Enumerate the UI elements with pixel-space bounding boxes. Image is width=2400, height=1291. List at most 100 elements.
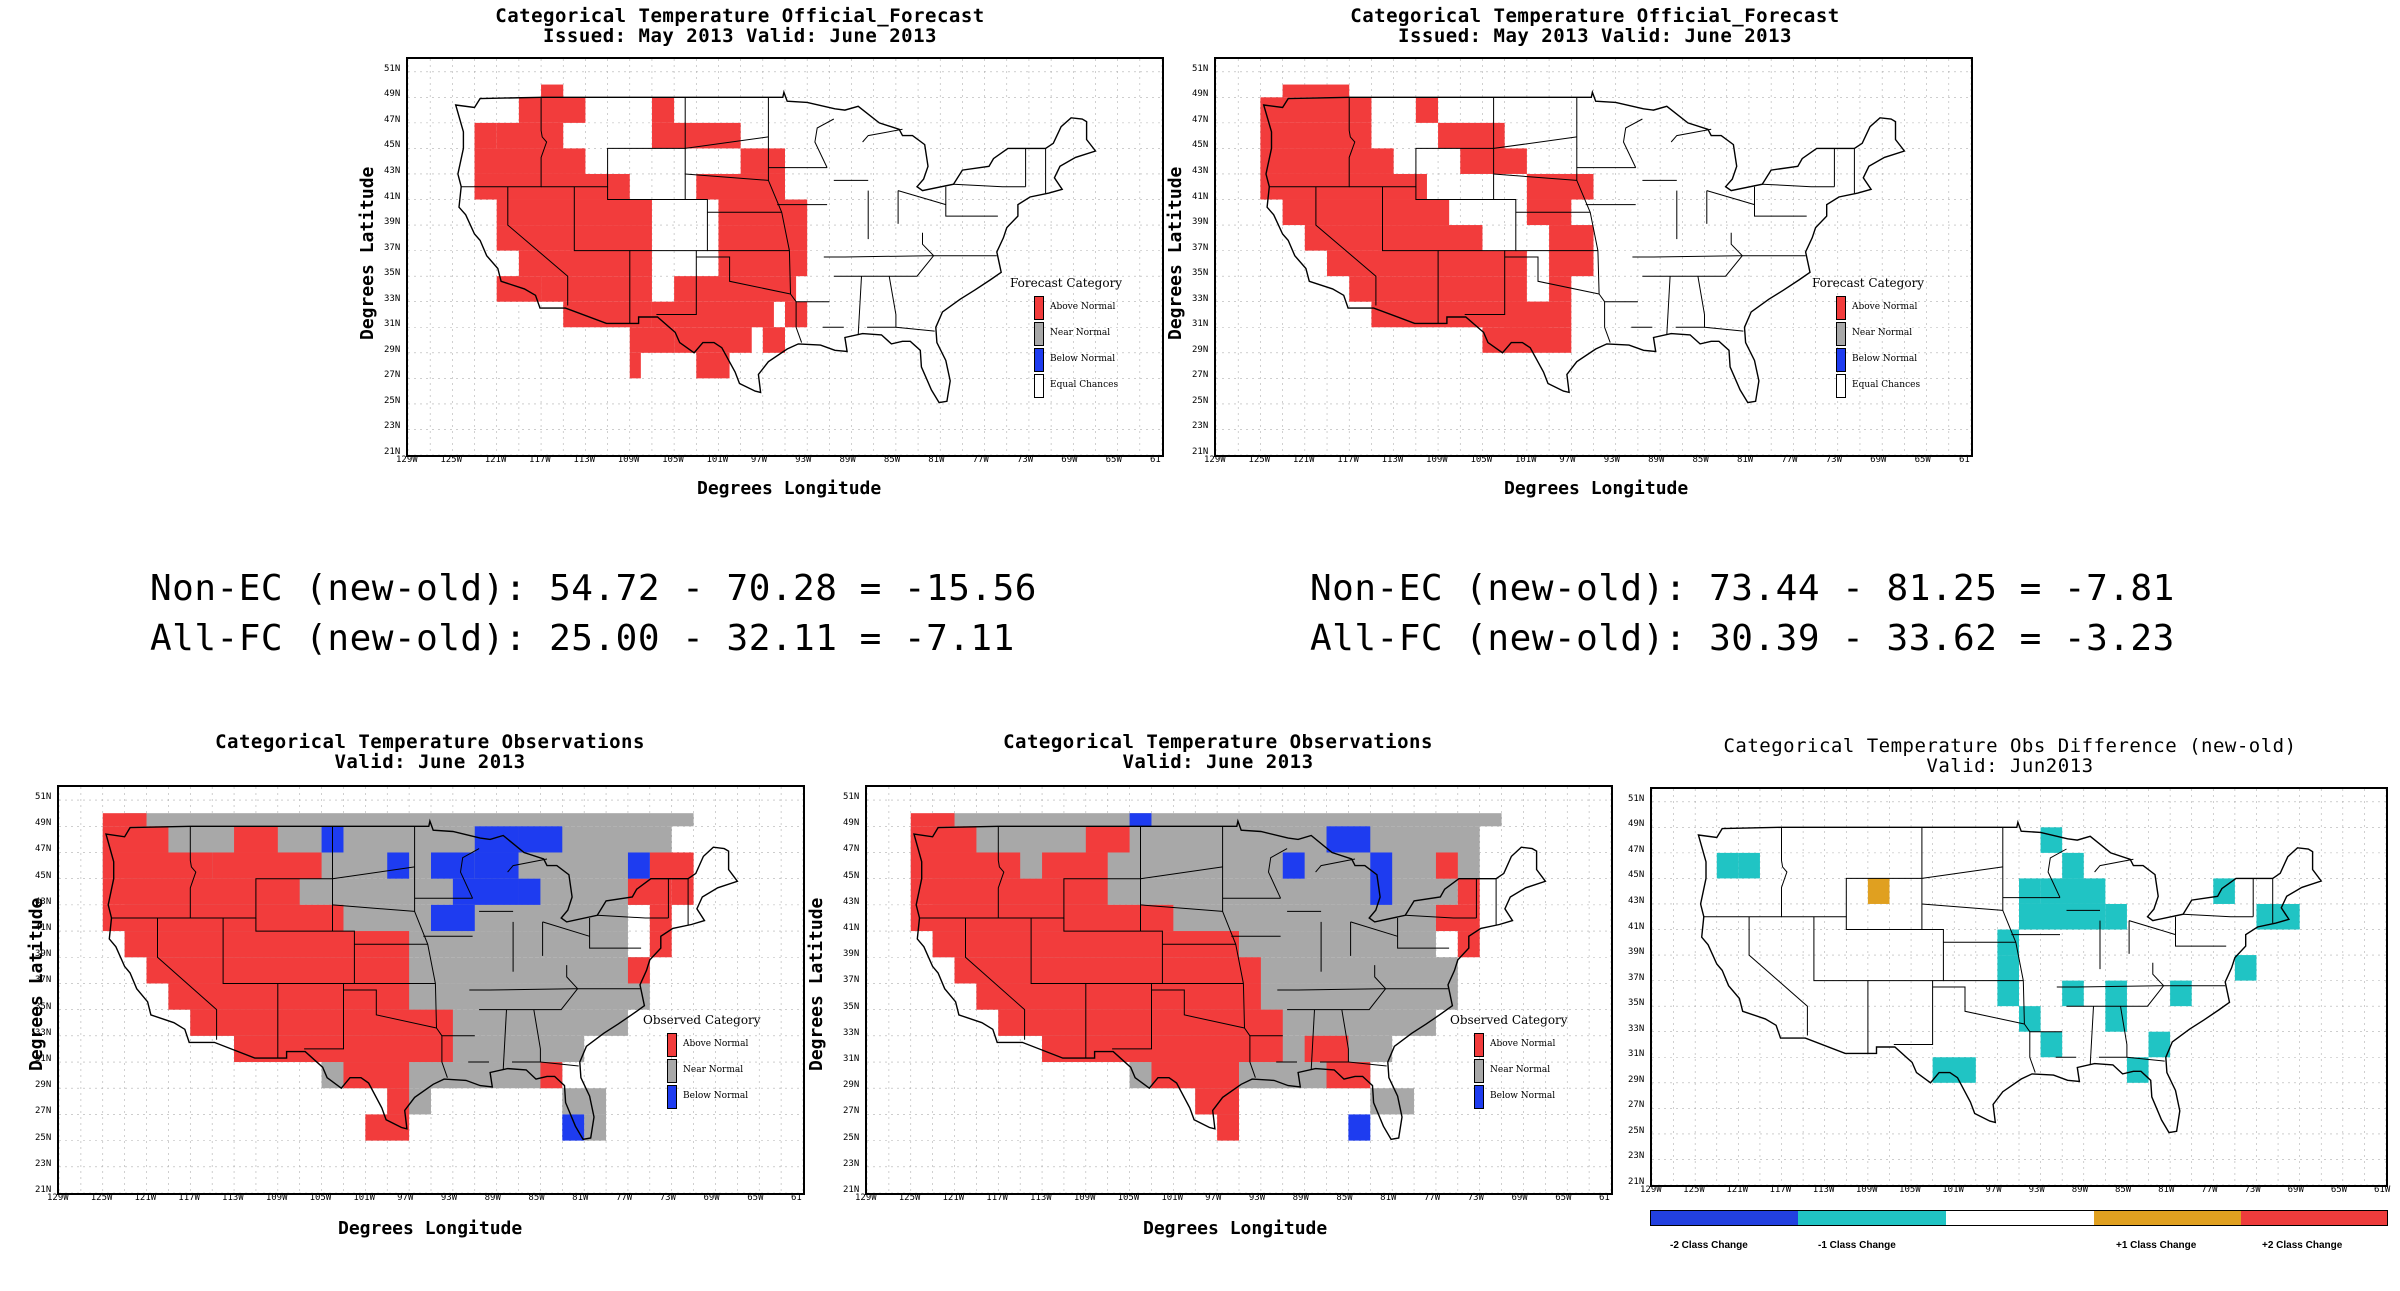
state-boundary (222, 918, 279, 1059)
lon-tick-label: 125W (1248, 455, 1271, 465)
state-boundary (1348, 1061, 1387, 1067)
lat-tick-label: 47N (35, 844, 52, 855)
state-boundary (1151, 989, 1245, 1029)
legend-label: Above Normal (683, 1039, 749, 1049)
lat-tick-label: 47N (1192, 114, 1209, 125)
category-cell (496, 276, 542, 302)
category-cell (1348, 1114, 1371, 1141)
lat-tick-label: 33N (1192, 293, 1209, 304)
state-boundary (1030, 918, 1087, 1059)
category-cell (234, 826, 278, 853)
category-cell (2170, 980, 2192, 1007)
category-cell (976, 983, 1261, 1010)
legend-label: Near Normal (1490, 1065, 1551, 1075)
lon-tick-label: 117W (178, 1193, 200, 1203)
lon-tick-label: 69W (703, 1193, 720, 1203)
category-cell (1482, 327, 1572, 353)
state-boundary (540, 1061, 579, 1067)
lon-tick-label: 113W (1812, 1185, 1835, 1195)
category-cell (540, 1062, 563, 1089)
observations-map-middle (865, 785, 1613, 1195)
lon-tick-label: 97W (750, 455, 768, 465)
category-cell (1549, 225, 1594, 251)
observed-legend-left: Observed Category Above Normal Near Normal… (643, 1013, 761, 1111)
lon-tick-label: 81W (572, 1193, 589, 1203)
lon-tick-label: 65W (1914, 455, 1931, 465)
state-boundary (1140, 866, 1223, 880)
legend-item: Below Normal (1474, 1085, 1568, 1111)
state-boundary (2175, 916, 2227, 947)
state-boundary (2047, 848, 2067, 898)
lon-tick-label: 85W (1336, 1193, 1353, 1203)
category-cell (1260, 122, 1372, 149)
state-boundary (332, 904, 415, 912)
state-boundary (1350, 921, 1398, 937)
lat-tick-label: 27N (384, 370, 401, 381)
lat-tick-label: 31N (384, 319, 401, 330)
lon-tick-label: 81W (928, 455, 945, 465)
category-cell (474, 852, 519, 879)
state-boundary (1675, 276, 1705, 328)
category-cell (629, 352, 641, 379)
category-cell (910, 826, 977, 853)
state-boundary (1781, 827, 1923, 918)
category-cell (2062, 980, 2084, 1007)
lon-tick-label: 101W (706, 455, 729, 465)
state-boundary (542, 921, 590, 937)
lon-tick-label: 109W (1855, 1185, 1878, 1195)
lon-tick-label: 77W (972, 455, 989, 465)
lat-tick-label: 43N (1192, 165, 1209, 176)
category-cell (1435, 852, 1458, 879)
panel-subtitle: Valid: Jun2013 (1926, 755, 2094, 777)
lat-tick-label: 31N (35, 1054, 52, 1065)
category-cell (102, 826, 672, 853)
colorbar-minus1 (1798, 1211, 1946, 1225)
state-boundary (1754, 186, 1807, 217)
state-boundary (919, 826, 1005, 919)
state-boundary (1374, 965, 1386, 990)
category-cell (1997, 980, 2019, 1007)
colorbar-plus1 (2094, 1211, 2241, 1225)
lon-tick-label: 85W (883, 455, 901, 465)
lon-tick-label: 121W (942, 1193, 965, 1203)
legend-label: Near Normal (1050, 328, 1111, 338)
category-cell (474, 826, 519, 853)
state-boundary (157, 918, 218, 1040)
legend-label: Equal Chances (1852, 380, 1921, 390)
lat-tick-label: 23N (35, 1158, 52, 1169)
lat-tick-label: 21N (35, 1185, 52, 1195)
lat-tick-label: 45N (1628, 870, 1645, 881)
category-cell (518, 250, 652, 277)
state-boundary (332, 866, 415, 880)
state-boundary (2066, 985, 2164, 1007)
difference-map (1650, 787, 2388, 1187)
lon-tick-label: 113W (573, 455, 596, 465)
lon-tick-label: 101W (1161, 1193, 1184, 1203)
stats-right-allfc: All-FC (new-old): 30.39 - 33.62 = -3.23 (1310, 618, 2175, 659)
panel-title: Categorical Temperature Official_Forecas… (1350, 5, 1840, 27)
lat-tick-label: 21N (843, 1185, 860, 1195)
lat-tick-label: 27N (35, 1106, 52, 1117)
lon-tick-label: 85W (528, 1193, 545, 1203)
lon-tick-label: 129W (1640, 1185, 1662, 1195)
legend-label: Above Normal (1050, 302, 1116, 312)
lon-tick-label: 121W (484, 455, 507, 465)
legend-label: Near Normal (683, 1065, 744, 1075)
category-cell (1370, 1088, 1415, 1115)
lon-tick-label: 105W (1117, 1193, 1140, 1203)
legend-swatch (1034, 374, 1044, 398)
legend-label: Near Normal (1852, 328, 1913, 338)
lon-tick-label: 81W (1380, 1193, 1397, 1203)
lat-tick-label: 37N (35, 975, 52, 986)
state-boundary (1921, 866, 2003, 879)
state-boundary (1140, 904, 1223, 912)
state-boundary (461, 97, 548, 188)
legend-label: Below Normal (1852, 354, 1918, 364)
legend-item: Below Normal (1836, 348, 1924, 374)
state-boundary (2089, 1006, 2094, 1065)
state-boundary (897, 190, 946, 206)
colorbar-minus2 (1651, 1211, 1798, 1225)
state-boundary (1493, 173, 1577, 181)
state-boundary (2126, 1056, 2165, 1062)
lon-tick-label: 65W (747, 1193, 764, 1203)
